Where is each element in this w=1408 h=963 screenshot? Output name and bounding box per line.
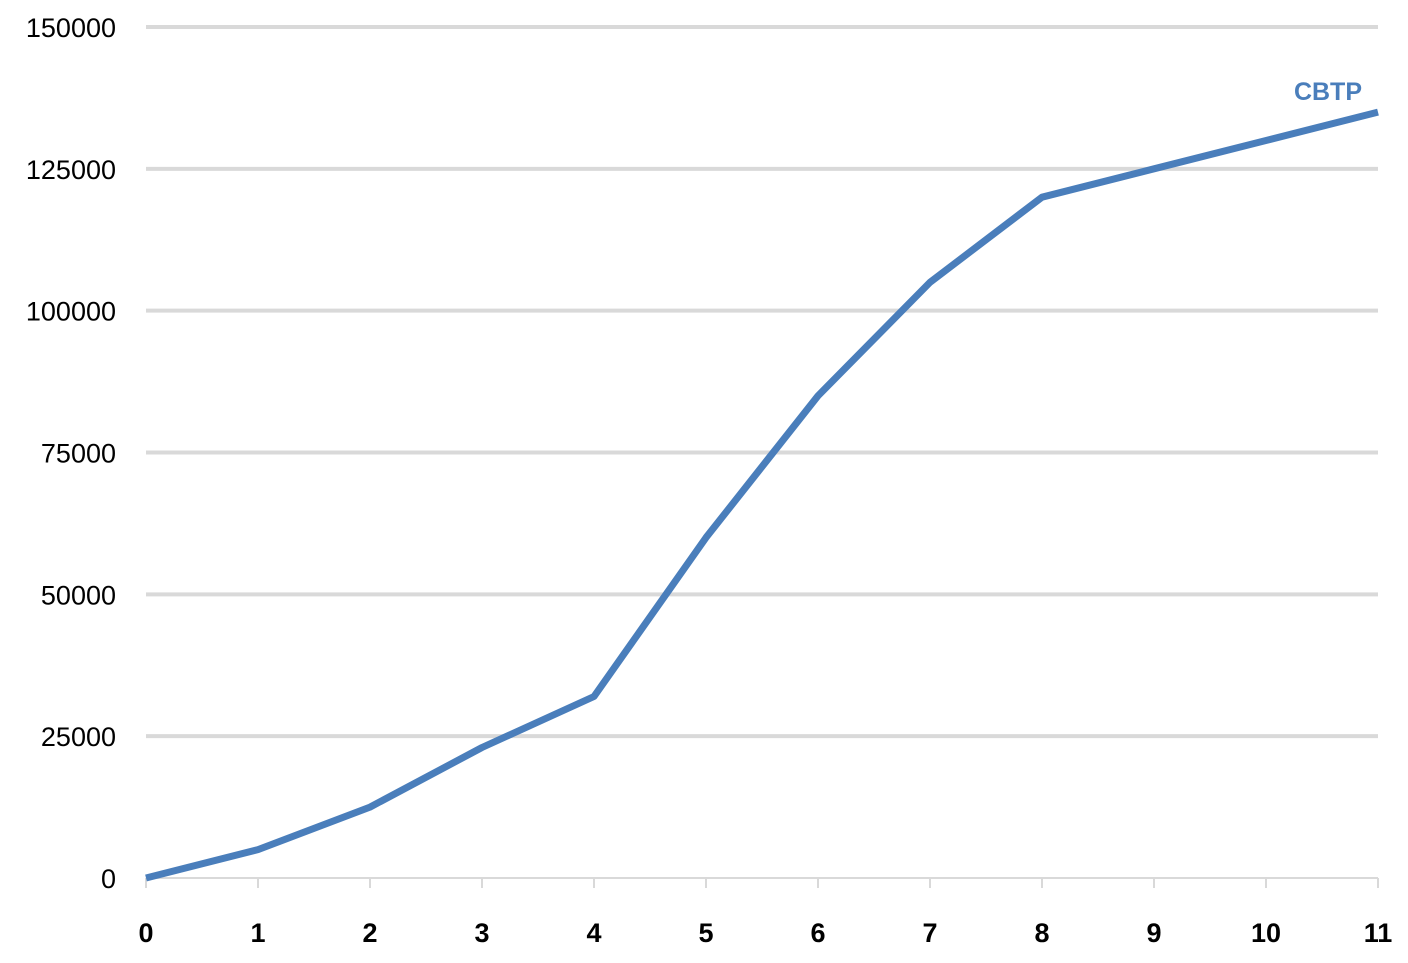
x-tick-label: 3 (474, 918, 489, 948)
y-tick-label: 25000 (41, 722, 116, 752)
x-tick-label: 6 (810, 918, 825, 948)
x-tick-label: 4 (586, 918, 601, 948)
gridlines (146, 25, 1378, 739)
y-tick-label: 150000 (26, 13, 116, 43)
x-tick-label: 5 (698, 918, 713, 948)
x-axis (145, 877, 1379, 888)
series-label: CBTP (1294, 78, 1362, 106)
y-tick-label: 0 (101, 864, 116, 894)
x-tick-label: 7 (922, 918, 937, 948)
y-tick-label: 50000 (41, 580, 116, 610)
x-tick-label: 8 (1034, 918, 1049, 948)
x-tick-label: 0 (138, 918, 153, 948)
x-tick-label: 2 (362, 918, 377, 948)
x-tick-label: 10 (1251, 918, 1281, 948)
series-lines: CBTP (145, 78, 1379, 882)
y-axis-tick-labels: 0 25000 50000 75000 100000 125000 150000 (26, 13, 116, 894)
x-axis-tick-labels: 0 1 2 3 4 5 6 7 8 9 10 11 (138, 918, 1392, 948)
x-tick-label: 11 (1364, 918, 1393, 948)
y-tick-label: 100000 (26, 297, 116, 327)
x-tick-label: 9 (1146, 918, 1161, 948)
y-tick-label: 125000 (26, 155, 116, 185)
series-line-0 (145, 108, 1379, 882)
x-tick-label: 1 (250, 918, 265, 948)
y-tick-label: 75000 (41, 439, 116, 469)
